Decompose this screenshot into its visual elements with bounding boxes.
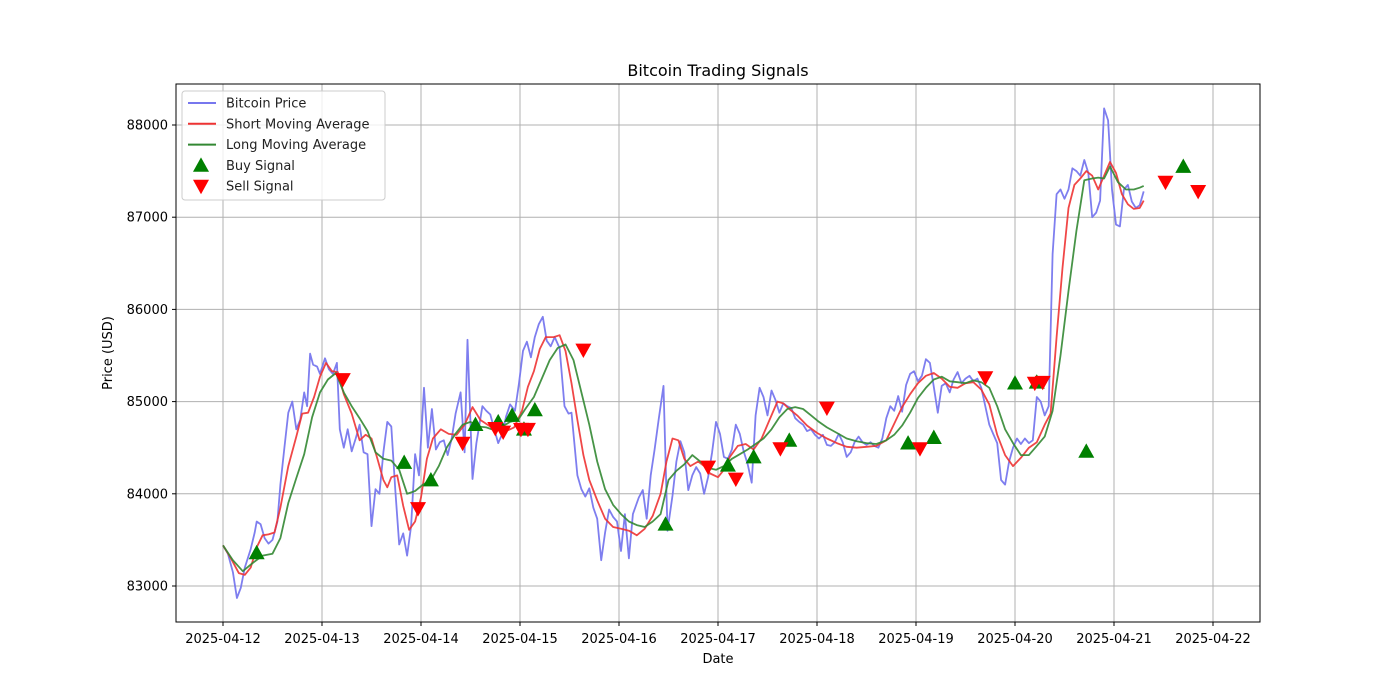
sell-signal-marker [1034,375,1051,391]
sell-signal-marker [454,436,471,452]
legend-label: Sell Signal [226,180,294,195]
x-axis: 2025-04-12 2025-04-13 2025-04-14 2025-04-15… [185,622,1251,647]
sell-signal-marker [495,425,512,441]
buy-signal-marker [900,435,917,450]
y-tick-label: 84000 [127,487,168,502]
y-tick-label: 87000 [127,211,168,226]
x-tick-label: 2025-04-14 [383,632,459,647]
buy-signal-marker [422,471,439,487]
x-tick-label: 2025-04-16 [581,632,657,647]
x-tick-label: 2025-04-15 [482,632,558,647]
sell-signal-marker [1157,175,1174,191]
buy-signal-marker [1078,443,1095,458]
buy-signal-marker [396,454,413,469]
y-tick-label: 83000 [127,580,168,595]
sell-signal-marker [575,343,592,358]
buy-signal-marker [467,416,484,432]
buy-signal-marker [504,407,521,422]
legend: Bitcoin Price Short Moving Average Long Mo… [181,90,386,201]
sell-signal-marker [727,472,744,488]
buy-signal-marker [1007,375,1023,390]
legend-label: Bitcoin Price [226,97,306,112]
y-axis-label: Price (USD) [101,316,116,390]
sell-signal-icon [193,179,209,195]
sell-signal-marker [911,442,928,457]
x-tick-label: 2025-04-18 [779,632,855,647]
buy-signal-marker [719,457,736,472]
y-axis: 83000 84000 85000 86000 87000 88000 [127,119,176,595]
legend-label: Buy Signal [226,159,295,174]
sell-signal-marker [772,442,789,457]
short-ma-line [222,160,1145,576]
buy-signal-icon [193,157,209,172]
x-tick-label: 2025-04-12 [185,632,261,647]
buy-signal-marker [526,401,543,417]
sell-signal-marker [977,371,994,386]
price-line [222,107,1145,599]
legend-box [181,90,386,201]
x-tick-label: 2025-04-17 [680,632,756,647]
buy-signal-marker [657,516,674,531]
buy-signal-marker [248,544,265,560]
x-tick-label: 2025-04-13 [284,632,360,647]
legend-label: Short Moving Average [226,117,370,132]
legend-label: Long Moving Average [226,138,366,153]
series-layer [222,107,1145,599]
signal-markers [248,158,1207,560]
x-tick-label: 2025-04-21 [1076,632,1152,647]
sell-signal-marker [410,502,427,517]
sell-signal-marker [487,421,504,437]
long-ma-line [222,165,1145,573]
buy-signal-marker [925,429,942,444]
sell-signal-marker [700,460,717,476]
sell-signal-marker [334,373,351,388]
buy-signal-marker [745,448,762,464]
x-tick-label: 2025-04-20 [977,632,1053,647]
sell-signal-marker [519,422,536,438]
x-tick-label: 2025-04-19 [878,632,954,647]
y-tick-label: 88000 [127,119,168,134]
x-axis-label: Date [702,652,733,667]
sell-signal-marker [818,401,835,417]
y-tick-label: 86000 [127,303,168,318]
sell-signal-marker [1190,184,1207,200]
buy-signal-marker [1175,158,1192,173]
y-tick-label: 85000 [127,395,168,410]
grid-lines [176,84,1260,622]
x-tick-label: 2025-04-22 [1175,632,1251,647]
chart-title: Bitcoin Trading Signals [627,61,808,80]
